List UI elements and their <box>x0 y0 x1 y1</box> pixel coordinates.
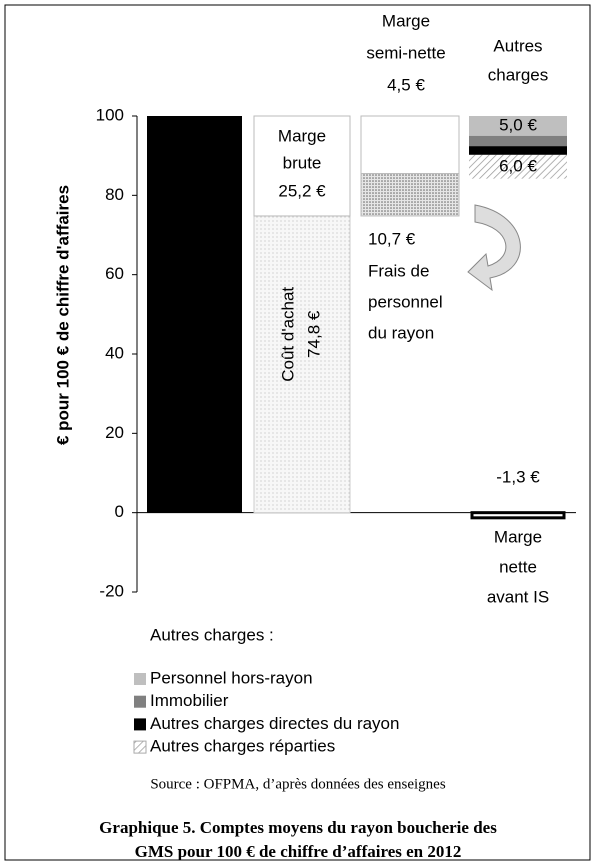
value-label: 25,2 € <box>278 181 326 200</box>
bar-segment <box>470 511 566 520</box>
legend-swatch <box>134 718 146 731</box>
annotation: du rayon <box>368 323 434 342</box>
annotation: personnel <box>368 292 443 311</box>
y-tick-label: 20 <box>105 423 124 442</box>
frame <box>4 4 591 861</box>
rotated-label: Chiffre d'affaires 100,0 € <box>171 223 216 346</box>
annotation: Marge <box>382 11 430 30</box>
bar-segment <box>469 116 567 136</box>
y-tick-label: 40 <box>105 343 124 362</box>
legend-swatch <box>134 695 146 708</box>
value-label: 10,7 € <box>368 229 416 248</box>
bar-label: Marge <box>494 527 542 546</box>
legend-label: Autres charges directes du rayon <box>150 714 399 733</box>
caption: GMS pour 100 € de chiffre d’affaires en … <box>135 842 462 861</box>
y-axis-label: € pour 100 € de chiffre d'affaires <box>53 185 72 445</box>
legend-title: Autres charges : <box>150 625 274 644</box>
bar-label: 100,0 € <box>197 255 216 312</box>
annotation: Frais de <box>368 261 429 280</box>
bar-segment <box>360 173 460 217</box>
y-tick-label: 80 <box>105 185 124 204</box>
curved-arrow <box>467 204 521 292</box>
bar-segment <box>253 115 351 217</box>
y-tick-label: 0 <box>115 502 124 521</box>
bar-label: nette <box>499 557 537 576</box>
bar-label: Chiffre d'affaires <box>171 223 190 346</box>
bar-segment <box>469 146 567 155</box>
caption: Graphique 5. Comptes moyens du rayon bou… <box>99 818 497 837</box>
annotation: semi-nette <box>366 43 445 62</box>
value-label: 6,0 € <box>499 156 537 175</box>
bar-label: Coût d'achat <box>278 287 297 382</box>
bar-segment <box>469 154 567 179</box>
source: Source : OFPMA, d’après données des ense… <box>150 776 446 792</box>
bar-label: Marge <box>278 126 326 145</box>
legend-label: Immobilier <box>150 691 229 710</box>
bar-label: avant IS <box>487 587 549 606</box>
bar-segment <box>469 135 567 147</box>
bar-segment <box>147 116 242 513</box>
value-label: -1,3 € <box>496 467 540 486</box>
legend-label: Autres charges réparties <box>150 737 335 756</box>
legend-label: Personnel hors-rayon <box>150 668 313 687</box>
bar-label: brute <box>283 153 322 172</box>
legend-swatch <box>134 673 146 685</box>
bar-segment <box>253 215 351 514</box>
rotated-label: Coût d'achat 74,8 € <box>278 287 323 382</box>
y-tick-label: 60 <box>105 264 124 283</box>
legend-swatch <box>133 740 147 754</box>
bar-segment <box>360 115 460 175</box>
column-header: Autres <box>493 36 542 55</box>
column-header: charges <box>488 65 548 84</box>
y-tick-label: -20 <box>99 581 124 600</box>
y-tick-label: 100 <box>96 105 124 124</box>
annotation: 4,5 € <box>387 75 425 94</box>
value-label: 5,0 € <box>499 115 537 134</box>
bar-label: 74,8 € <box>304 310 323 358</box>
